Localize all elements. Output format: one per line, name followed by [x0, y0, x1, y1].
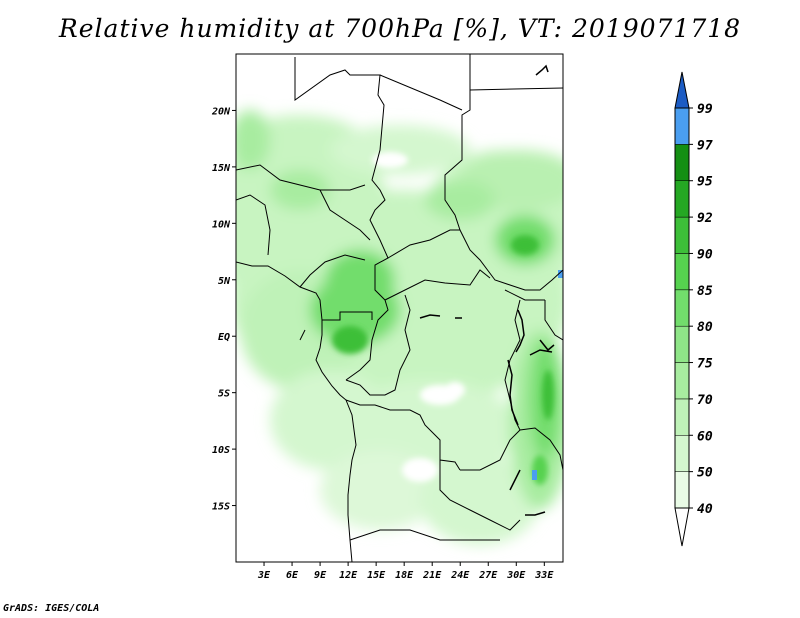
colorbar-label: 99	[697, 102, 713, 117]
lon-label: 27E	[478, 570, 498, 581]
lon-label: 12E	[339, 570, 358, 581]
map-title: Relative humidity at 700hPa [%], VT: 201…	[58, 14, 742, 43]
lon-label: 18E	[395, 570, 414, 581]
humidity-field	[236, 54, 563, 562]
colorbar-label: 90	[697, 247, 713, 262]
colorbar-swatch	[674, 325, 690, 363]
lat-label: 15N	[212, 163, 231, 174]
colorbar-label: 97	[697, 138, 713, 153]
lon-label: 3E	[257, 570, 271, 581]
lat-label: 5N	[218, 276, 231, 287]
lon-label: 24E	[450, 570, 470, 581]
lon-label: 30E	[506, 570, 526, 581]
colorbar-label: 80	[697, 320, 713, 335]
lon-label: 33E	[534, 570, 554, 581]
colorbar-swatch	[674, 362, 690, 400]
colorbar-swatch	[674, 471, 690, 509]
colorbar-swatch	[674, 398, 690, 436]
colorbar-swatch	[674, 253, 690, 291]
colorbar-label: 75	[697, 357, 713, 372]
lat-label: 10N	[212, 219, 231, 230]
colorbar-label: 85	[697, 284, 713, 299]
lat-label: 10S	[212, 445, 230, 456]
lon-label: 15E	[367, 570, 386, 581]
colorbar-label: 95	[697, 175, 713, 190]
colorbar-swatch	[674, 216, 690, 254]
lat-label: EQ	[218, 332, 230, 343]
lat-label: 15S	[212, 502, 230, 513]
colorbar-swatch	[674, 71, 690, 109]
colorbar-swatch	[674, 435, 690, 472]
lat-label: 5S	[218, 389, 230, 400]
lon-label: 21E	[422, 570, 442, 581]
colorbar-swatch	[674, 507, 690, 547]
colorbar-label: 70	[697, 393, 713, 408]
longitude-axis: 3E 6E 9E 12E 15E 18E 21E 24E 27E 30E 33E	[257, 562, 554, 581]
colorbar-label: 50	[697, 466, 713, 481]
colorbar-swatch	[674, 107, 690, 145]
colorbar: 40 50 60 70 75 80 85 90 92 95 97 99	[674, 71, 713, 547]
colorbar-swatch	[674, 180, 690, 218]
colorbar-label: 40	[697, 502, 713, 517]
credit-label: GrADS: IGES/COLA	[3, 603, 100, 614]
lon-label: 9E	[314, 570, 327, 581]
lon-label: 6E	[286, 570, 299, 581]
colorbar-swatch	[674, 144, 690, 181]
colorbar-label: 92	[697, 211, 713, 226]
lat-label: 20N	[211, 106, 231, 117]
colorbar-swatch	[674, 289, 690, 327]
colorbar-label: 60	[697, 429, 713, 444]
latitude-axis: 20N 15N 10N 5N EQ 5S 10S 15S	[211, 106, 236, 513]
